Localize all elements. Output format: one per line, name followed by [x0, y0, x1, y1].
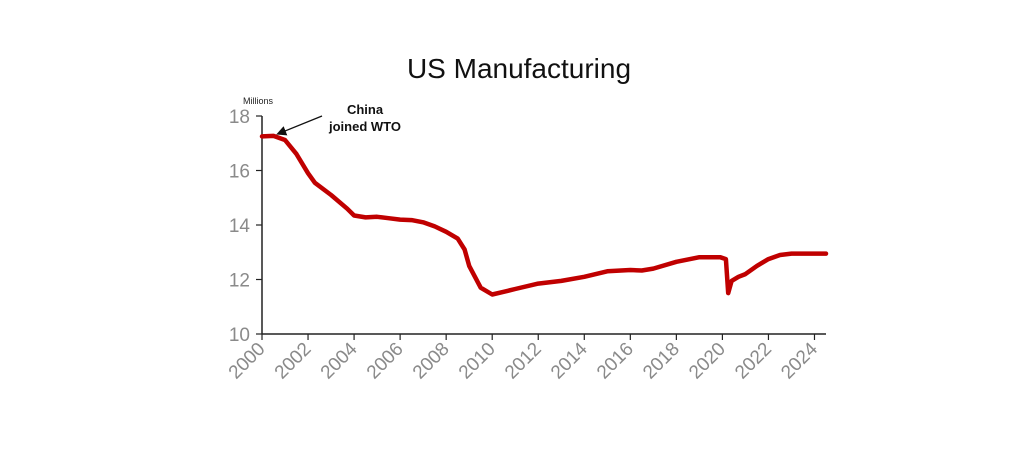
y-tick-label: 18 [229, 107, 250, 128]
x-tick-label: 2012 [501, 339, 546, 384]
annotation-arrow [276, 115, 323, 136]
x-axis: 2000 2002 2004 2006 2008 2010 2012 2014 2016 2018… [225, 334, 822, 384]
y-tick-label: 14 [229, 216, 251, 237]
y-tick-label: 12 [229, 271, 250, 292]
y-axis: 10 12 14 16 18 [229, 107, 262, 346]
x-tick-label: 2024 [777, 338, 822, 383]
chart-title: US Manufacturing [407, 53, 631, 84]
y-tick-label: 10 [229, 325, 250, 346]
y-tick-label: 16 [229, 162, 250, 183]
x-tick-label: 2004 [317, 338, 362, 383]
x-tick-label: 2020 [685, 339, 730, 384]
x-tick-label: 2010 [455, 339, 500, 384]
annotation-line-1: China [347, 102, 384, 117]
x-tick-label: 2014 [547, 338, 592, 383]
series-layer [259, 133, 829, 297]
x-tick-label: 2018 [639, 339, 684, 384]
x-tick-label: 2008 [409, 339, 454, 384]
x-tick-label: 2002 [271, 339, 316, 384]
series-line-0 [259, 133, 829, 297]
y-axis-unit-label: Millions [243, 96, 274, 106]
annotation-layer: China joined WTO [276, 102, 401, 136]
annotation-line-2: joined WTO [328, 119, 401, 134]
x-tick-label: 2022 [731, 339, 776, 384]
x-tick-label: 2006 [363, 339, 408, 384]
x-tick-label: 2016 [593, 339, 638, 384]
